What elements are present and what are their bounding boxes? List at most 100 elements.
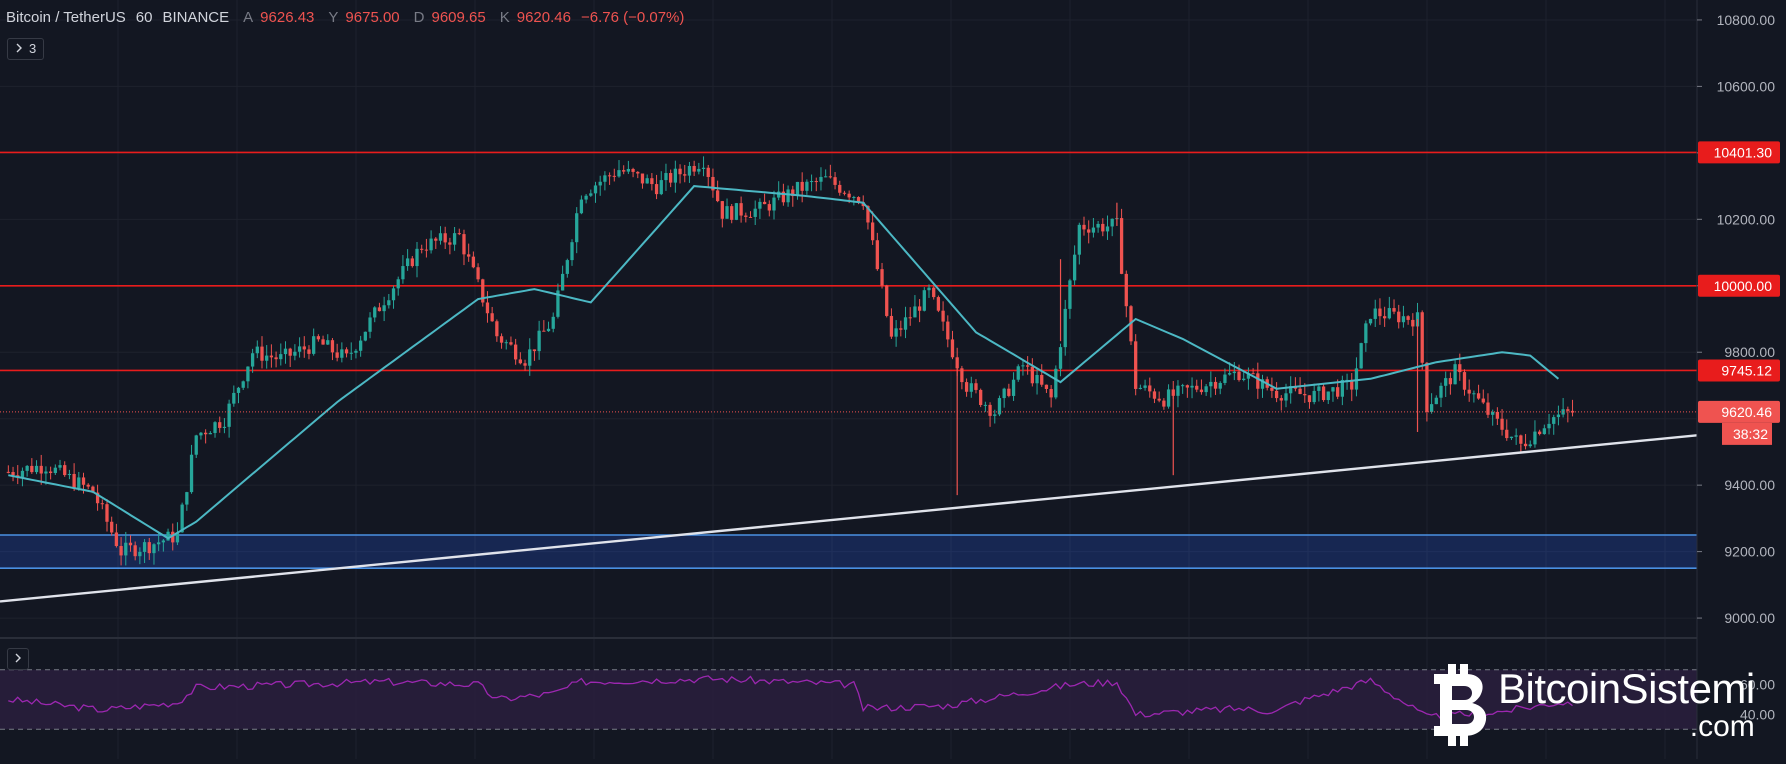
candle-body (1218, 382, 1222, 389)
bitcoin-logo-icon (1428, 660, 1492, 750)
candles (6, 156, 1575, 566)
candle-body (1026, 365, 1030, 367)
candle-body (1068, 280, 1072, 309)
candle-body (946, 321, 950, 340)
candle-body (119, 546, 123, 556)
candle-body (420, 248, 424, 250)
candle-body (1072, 254, 1077, 281)
candle-body (185, 492, 189, 505)
candle-body (1505, 429, 1509, 439)
candle-body (1359, 343, 1363, 369)
candle-body (1453, 364, 1457, 385)
candle-body (476, 267, 480, 280)
candle-body (1199, 389, 1204, 393)
candle-body (1462, 372, 1467, 390)
candle-body (560, 273, 565, 291)
candle-body (1232, 371, 1236, 374)
y-tick-label: 10200.00 (1717, 211, 1776, 227)
candle-body (429, 238, 433, 251)
candle-body (58, 465, 62, 468)
candle-body (189, 454, 194, 493)
candle-body (1007, 388, 1011, 396)
candle-body (175, 532, 180, 543)
rsi-pane-toggle-button[interactable] (7, 648, 29, 670)
candle-body (969, 383, 973, 392)
candle-body (1030, 366, 1034, 384)
price-tag: 10000.00 (1698, 274, 1780, 297)
support-zone (0, 534, 1697, 569)
candle-body (622, 170, 626, 172)
candle-body (330, 340, 335, 353)
candle-body (467, 254, 471, 257)
indicators-toggle-button[interactable]: 3 (7, 38, 45, 60)
y-tick-label: 9800.00 (1724, 344, 1775, 360)
candle-body (748, 216, 753, 218)
interval-label[interactable]: 60 (135, 9, 153, 26)
change-value: −6.76 (−0.07%) (580, 9, 685, 26)
candle-body (1110, 218, 1114, 227)
candle-body (800, 181, 804, 191)
open-key: A (243, 9, 254, 26)
candle-body (434, 238, 438, 241)
candle-body (326, 340, 330, 345)
candle-body (683, 174, 687, 176)
candle-body (701, 167, 706, 169)
candle-body (373, 307, 377, 318)
candle-body (824, 176, 828, 178)
candle-body (927, 287, 931, 291)
exchange-label: BINANCE (162, 9, 230, 26)
candle-body (1227, 373, 1232, 375)
candle-body (30, 465, 34, 473)
candle-body (110, 521, 114, 533)
candle-body (1242, 378, 1246, 381)
candle-body (114, 532, 119, 547)
candle-body (1321, 386, 1326, 401)
candle-body (1054, 368, 1058, 398)
candle-body (706, 167, 710, 177)
y-tick-label: 9000.00 (1724, 610, 1775, 626)
symbol-name[interactable]: Bitcoin / TetherUS (6, 9, 126, 26)
candle-body (1519, 435, 1523, 444)
candle-body (199, 432, 203, 436)
candle-body (495, 321, 499, 337)
candle-body (570, 242, 574, 261)
candle-body (1420, 312, 1424, 363)
rsi-band (0, 669, 1697, 730)
candle-body (758, 201, 762, 209)
candle-body (546, 328, 551, 332)
countdown-label: 38:32 (1733, 426, 1768, 442)
close-value: 9620.46 (516, 9, 571, 26)
candle-body (640, 173, 645, 184)
candle-body (1124, 273, 1128, 307)
candle-body (654, 184, 659, 195)
candle-body (1190, 385, 1194, 388)
candle-body (786, 189, 790, 203)
candle-body (405, 258, 410, 267)
candle-body (1425, 362, 1429, 412)
candle-body (1181, 385, 1185, 387)
candle-body (274, 357, 278, 360)
candle-body (1134, 341, 1138, 389)
y-tick-label: 9400.00 (1724, 477, 1775, 493)
candle-body (283, 348, 288, 355)
candle-body (1429, 404, 1434, 412)
candle-body (739, 203, 743, 216)
candle-body (1237, 371, 1241, 381)
candle-body (767, 204, 771, 211)
candle-body (1209, 381, 1213, 387)
candle-body (960, 368, 964, 383)
candle-body (499, 336, 504, 343)
candle-body (1509, 436, 1514, 439)
candle-body (471, 256, 476, 268)
rsi-line (8, 675, 1573, 720)
watermark-name: BitcoinSistemi (1498, 665, 1755, 712)
candle-body (828, 176, 833, 178)
candle-body (734, 203, 739, 220)
price-tag: 9745.12 (1698, 359, 1780, 382)
chart-legend: Bitcoin / TetherUS 60 BINANCE A 9626.43 Y… (6, 9, 684, 26)
candle-body (626, 168, 631, 172)
candle-body (523, 363, 527, 366)
